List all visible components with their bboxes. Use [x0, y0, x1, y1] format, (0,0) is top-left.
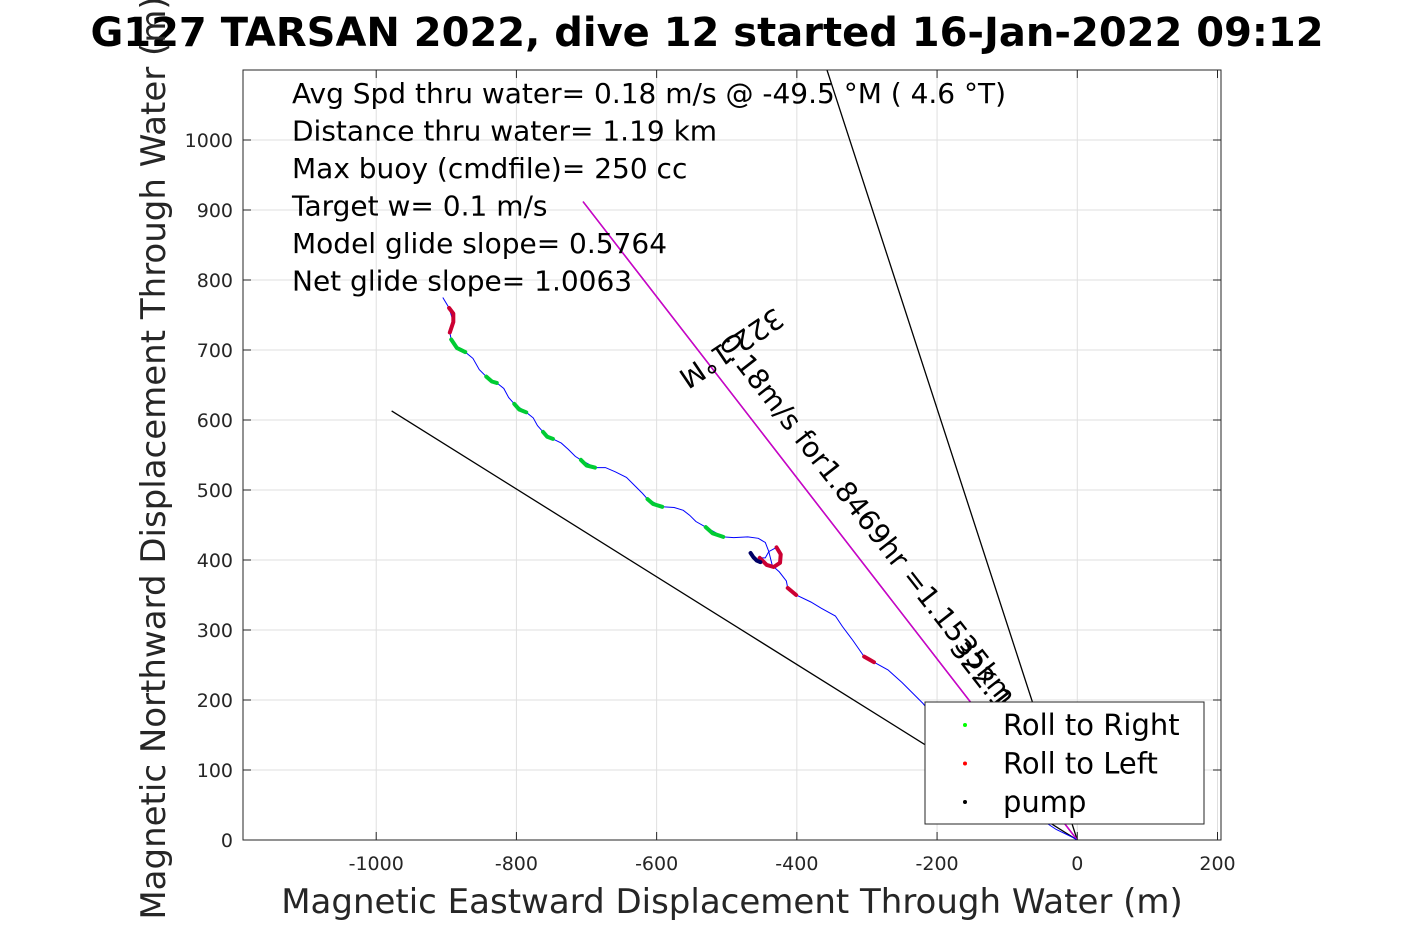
y-tick-label: 300 [197, 620, 233, 642]
x-tick-label: -400 [775, 853, 818, 875]
series-segment-roll-to-right [578, 457, 597, 470]
tick-labels: -1000 -800 -600 -400 -200 0 200 0 100 200 300 400 50… [185, 70, 1236, 875]
glider-track [442, 297, 1078, 840]
y-tick-label: 1000 [185, 130, 233, 152]
annotation-line: Model glide slope= 0.5764 [292, 227, 667, 260]
annotation-block: Avg Spd thru water= 0.18 m/s @ -49.5 °M … [291, 77, 1006, 298]
x-tick-label: 200 [1199, 853, 1235, 875]
series-segment-roll-to-left [447, 306, 456, 335]
y-tick-label: 700 [197, 340, 233, 362]
annotation-line: Max buoy (cmdfile)= 250 cc [292, 152, 687, 185]
grid [243, 70, 1221, 841]
axes-box [242, 69, 1222, 841]
chart-title: G127 TARSAN 2022, dive 12 started 16-Jan… [90, 10, 1323, 56]
annotation-line: Target w= 0.1 m/s [291, 190, 548, 223]
series-segment-roll-to-left [862, 654, 876, 665]
legend-label: pump [1003, 785, 1086, 819]
y-tick-label: 400 [197, 550, 233, 572]
x-tick-label: -600 [635, 853, 678, 875]
legend-label: Roll to Left [1003, 747, 1158, 781]
legend-marker [963, 723, 967, 727]
series-segment-roll-to-right [512, 401, 529, 415]
legend-marker [963, 761, 967, 766]
series-segment-roll-to-right [484, 374, 499, 385]
series-segment-roll-to-left [785, 586, 799, 597]
legend-box [924, 701, 1205, 825]
y-tick-label: 500 [197, 480, 233, 502]
annotation-line: Net glide slope= 1.0063 [292, 265, 632, 298]
x-tick-label: -1000 [349, 853, 404, 875]
y-tick-label: 800 [197, 270, 233, 292]
legend-marker [963, 800, 967, 804]
y-tick-label: 100 [197, 760, 233, 782]
y-tick-label: 600 [197, 410, 233, 432]
legend-label: Roll to Right [1003, 708, 1180, 742]
annotation-line: Distance thru water= 1.19 km [292, 115, 717, 148]
y-tick-label: 200 [197, 690, 233, 712]
x-tick-label: 0 [1071, 853, 1083, 875]
series-segment-roll-to-right [645, 497, 665, 509]
y-tick-label: 0 [221, 830, 233, 852]
series-segment-roll-to-right [541, 429, 555, 441]
x-tick-label: -200 [916, 853, 959, 875]
y-tick-label: 900 [197, 200, 233, 222]
series-segment-roll-to-right [449, 337, 468, 355]
series-segment-roll-to-left [757, 545, 783, 569]
y-axis-label: Magnetic Northward Displacement Through … [134, 0, 174, 920]
x-axis-label: Magnetic Eastward Displacement Through W… [281, 882, 1183, 922]
legend: Roll to Right Roll to Left pump [924, 701, 1205, 825]
annotation-line: Avg Spd thru water= 0.18 m/s @ -49.5 °M … [292, 77, 1006, 110]
x-tick-label: -800 [495, 853, 538, 875]
series-segment-pump [748, 551, 763, 565]
series-segment-roll-to-right [703, 525, 726, 539]
